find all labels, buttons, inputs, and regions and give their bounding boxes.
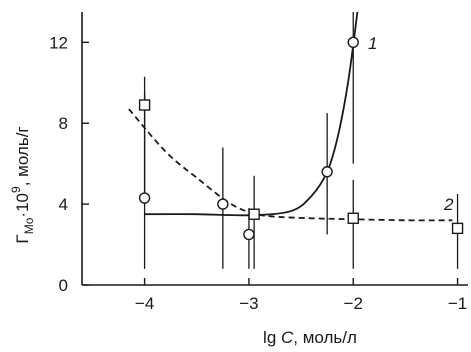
y-axis-label-sub: Mo <box>22 217 36 234</box>
y-tick-label: 0 <box>59 276 68 295</box>
y-axis-label-sup: 9 <box>9 186 23 193</box>
x-tick-label: −2 <box>344 294 363 313</box>
series-1-curve <box>144 11 359 217</box>
series-1-point <box>321 166 333 178</box>
x-axis-label-var: C <box>281 328 294 347</box>
data-markers <box>138 36 464 241</box>
y-axis-label-mid: ·10 <box>13 193 32 218</box>
y-tick-label: 4 <box>59 195 68 214</box>
series-2-point <box>451 222 464 235</box>
curve-label-2: 2 <box>443 195 454 214</box>
x-axis-label: lg C, моль/л <box>263 328 357 347</box>
y-axis-label-main: Γ <box>13 234 32 243</box>
series-2-curve <box>128 108 453 222</box>
x-tick-label: −4 <box>135 294 154 313</box>
fitted-curves <box>128 11 453 222</box>
series-1-point <box>217 198 229 210</box>
series-2-point <box>138 99 151 111</box>
x-axis-label-rest: , моль/л <box>293 328 357 347</box>
series-1-point <box>138 192 151 204</box>
series-1-point <box>347 36 359 49</box>
x-tick-label: −3 <box>239 294 258 313</box>
axes <box>81 12 468 286</box>
y-tick-label: 8 <box>59 114 68 133</box>
error-bars <box>143 12 459 269</box>
series-1-point <box>243 228 255 241</box>
curve-label-1: 1 <box>368 34 377 53</box>
y-tick-label: 12 <box>49 33 68 52</box>
series-2-point <box>248 208 260 220</box>
series-2-point <box>347 212 359 224</box>
x-tick-label: −1 <box>448 294 467 313</box>
x-axis-label-main: lg <box>263 328 281 347</box>
y-axis-label-rest: , моль/г <box>13 126 32 186</box>
y-axis-label: ΓMo·109, моль/г <box>9 126 36 243</box>
